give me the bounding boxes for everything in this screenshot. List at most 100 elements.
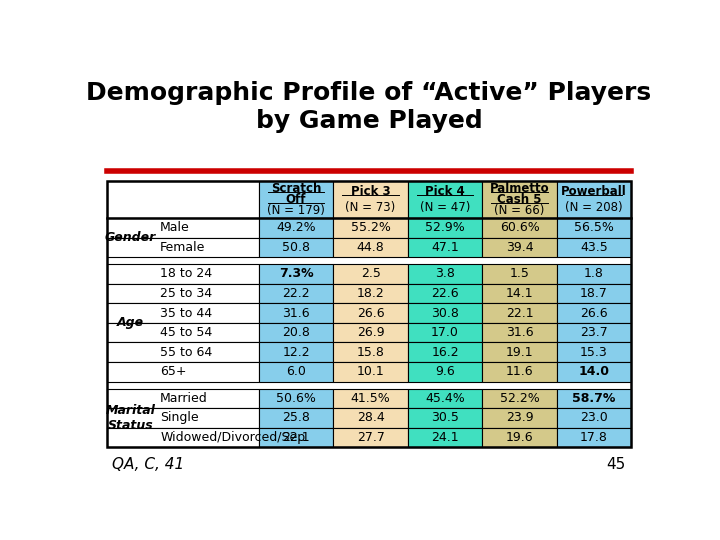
Text: Demographic Profile of “Active” Players
by Game Played: Demographic Profile of “Active” Players … — [86, 82, 652, 133]
Text: 18.2: 18.2 — [356, 287, 384, 300]
Text: 24.1: 24.1 — [431, 431, 459, 444]
Text: 18.7: 18.7 — [580, 287, 608, 300]
Bar — [482, 303, 557, 323]
Bar — [333, 284, 408, 303]
Text: 30.8: 30.8 — [431, 307, 459, 320]
Bar — [333, 303, 408, 323]
Text: 7.3%: 7.3% — [279, 267, 313, 280]
Text: 22.1: 22.1 — [505, 307, 534, 320]
Text: 55.2%: 55.2% — [351, 221, 390, 234]
Bar — [259, 428, 333, 447]
Text: Marital
Status: Marital Status — [105, 404, 156, 432]
Bar — [482, 323, 557, 342]
Bar — [482, 388, 557, 408]
Bar — [333, 218, 408, 238]
Text: 9.6: 9.6 — [435, 366, 455, 379]
Bar — [408, 323, 482, 342]
Text: 26.6: 26.6 — [357, 307, 384, 320]
Text: Pick 4: Pick 4 — [426, 185, 465, 198]
Bar — [107, 408, 259, 428]
Bar — [259, 264, 333, 284]
Text: 25.8: 25.8 — [282, 411, 310, 424]
Bar — [408, 362, 482, 382]
Text: Pick 3: Pick 3 — [351, 185, 390, 198]
Text: 26.9: 26.9 — [357, 326, 384, 339]
Text: 50.8: 50.8 — [282, 241, 310, 254]
Bar — [557, 323, 631, 342]
Text: 1.5: 1.5 — [510, 267, 529, 280]
Text: 25 to 34: 25 to 34 — [161, 287, 212, 300]
Text: 17.0: 17.0 — [431, 326, 459, 339]
Text: Scratch: Scratch — [271, 183, 321, 195]
Bar — [107, 264, 259, 284]
Text: Off: Off — [286, 193, 306, 206]
Bar — [557, 303, 631, 323]
Text: 60.6%: 60.6% — [500, 221, 539, 234]
Text: 56.5%: 56.5% — [574, 221, 614, 234]
Text: 52.2%: 52.2% — [500, 392, 539, 405]
Bar — [259, 408, 333, 428]
Bar — [482, 428, 557, 447]
Bar — [333, 362, 408, 382]
Text: 15.3: 15.3 — [580, 346, 608, 359]
Bar — [408, 303, 482, 323]
Text: 18 to 24: 18 to 24 — [161, 267, 212, 280]
Text: 45 to 54: 45 to 54 — [161, 326, 212, 339]
Text: (N = 66): (N = 66) — [495, 204, 545, 217]
Bar — [107, 342, 259, 362]
Text: 20.8: 20.8 — [282, 326, 310, 339]
Text: 10.1: 10.1 — [356, 366, 384, 379]
Text: (N = 208): (N = 208) — [565, 201, 623, 214]
Bar — [333, 238, 408, 257]
Text: 41.5%: 41.5% — [351, 392, 390, 405]
Bar — [107, 238, 259, 257]
Text: 45.4%: 45.4% — [426, 392, 465, 405]
Text: 12.2: 12.2 — [282, 346, 310, 359]
Text: Palmetto: Palmetto — [490, 183, 549, 195]
Text: 47.1: 47.1 — [431, 241, 459, 254]
Bar — [482, 284, 557, 303]
Bar — [557, 264, 631, 284]
Text: 26.6: 26.6 — [580, 307, 608, 320]
Text: 31.6: 31.6 — [505, 326, 534, 339]
Bar — [408, 181, 482, 218]
Text: 6.0: 6.0 — [286, 366, 306, 379]
Text: Gender: Gender — [104, 231, 156, 244]
Text: Cash 5: Cash 5 — [498, 193, 541, 206]
Text: Widowed/Divorced/Sep.: Widowed/Divorced/Sep. — [161, 431, 310, 444]
Text: 15.8: 15.8 — [356, 346, 384, 359]
Bar — [408, 284, 482, 303]
Text: 65+: 65+ — [161, 366, 186, 379]
Bar — [259, 181, 333, 218]
Text: 49.2%: 49.2% — [276, 221, 316, 234]
Bar — [408, 238, 482, 257]
Bar — [557, 342, 631, 362]
Bar — [557, 238, 631, 257]
Bar — [333, 323, 408, 342]
Bar — [408, 428, 482, 447]
Bar — [259, 238, 333, 257]
Bar — [557, 408, 631, 428]
Text: 23.9: 23.9 — [505, 411, 534, 424]
Text: 19.1: 19.1 — [505, 346, 534, 359]
Text: Male: Male — [161, 221, 190, 234]
Bar — [482, 181, 557, 218]
Text: 16.2: 16.2 — [431, 346, 459, 359]
Text: 35 to 44: 35 to 44 — [161, 307, 212, 320]
Bar — [557, 218, 631, 238]
Bar — [333, 408, 408, 428]
Bar — [107, 218, 259, 238]
Bar — [557, 284, 631, 303]
Text: 52.9%: 52.9% — [426, 221, 465, 234]
Text: 45: 45 — [606, 457, 626, 472]
Text: 19.6: 19.6 — [505, 431, 534, 444]
Bar — [482, 238, 557, 257]
Text: 50.6%: 50.6% — [276, 392, 316, 405]
Bar — [482, 218, 557, 238]
Bar — [107, 362, 259, 382]
Text: 30.5: 30.5 — [431, 411, 459, 424]
Bar — [107, 303, 259, 323]
Bar — [107, 181, 259, 218]
Text: 28.4: 28.4 — [356, 411, 384, 424]
Text: 22.2: 22.2 — [282, 287, 310, 300]
